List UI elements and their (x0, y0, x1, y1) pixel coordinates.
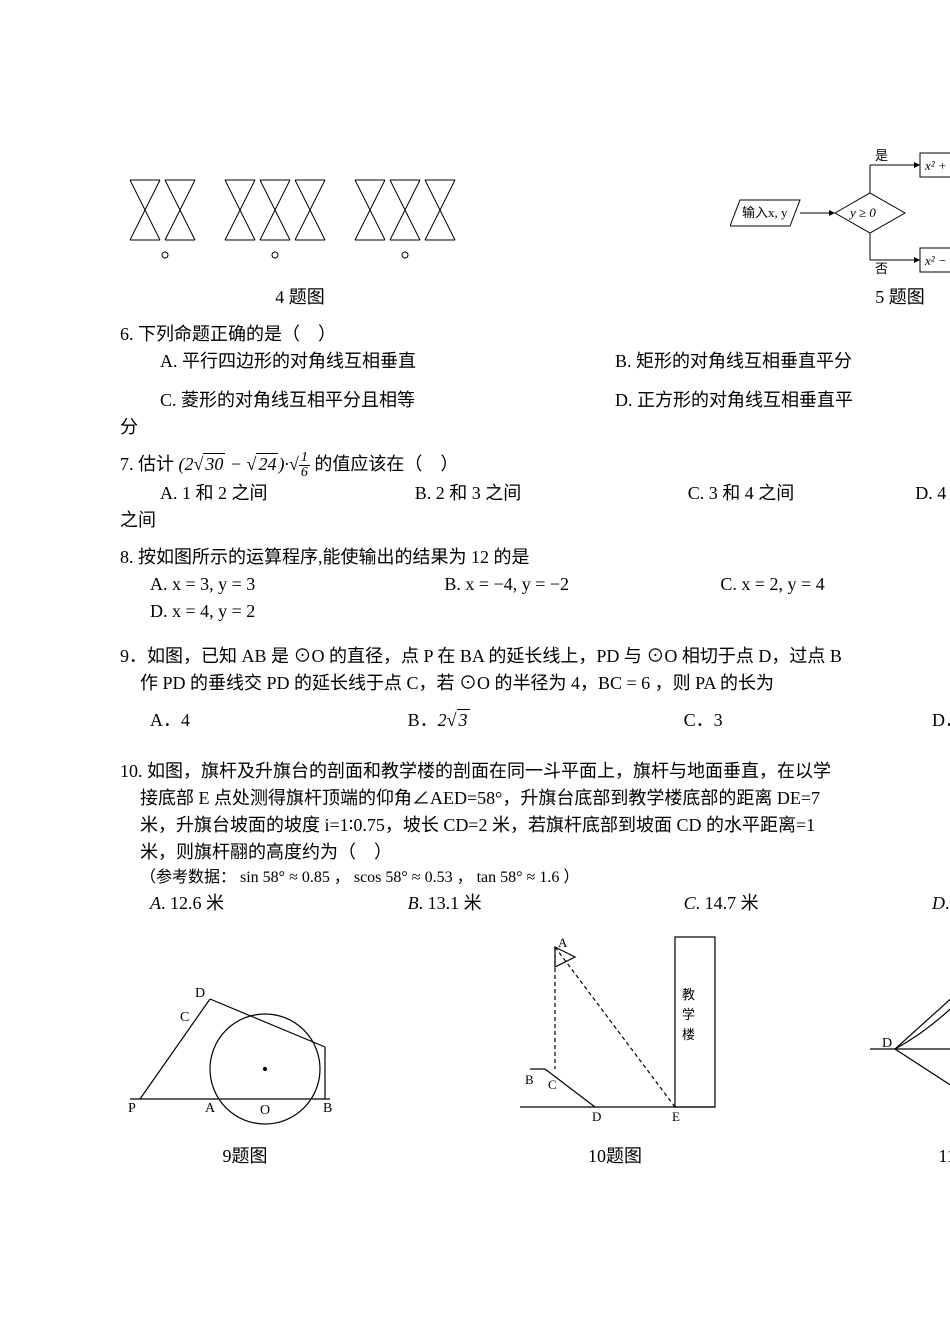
q9-opt-c: C．3 (684, 707, 932, 734)
q7-stem-pre: 7. 估计 (120, 454, 174, 474)
svg-text:E: E (672, 1109, 680, 1124)
figure-9-svg: P A O B D C (120, 949, 370, 1139)
q10-opt-d: . 16.3 米 (945, 893, 950, 913)
svg-text:B: B (323, 1101, 332, 1116)
q10-stem-l2: 接底部 E 点处测得旗杆顶端的仰角∠AED=58°，升旗台底部到教学楼底部的距离… (140, 785, 950, 812)
q7-opt-d-tail: 之间 (120, 507, 950, 534)
q10-stem-l4: 米，则旗杆翮的高度约为（ ） (140, 839, 950, 866)
svg-text:C: C (548, 1077, 557, 1092)
q10-opt-a: . 12.6 米 (161, 893, 224, 913)
figure-4-svg (120, 170, 480, 280)
q7-opt-c: C. 3 和 4 之间 (688, 480, 916, 507)
figure-5-block: 输入x, y y ≥ 0 是 x² + 2y 否 (730, 140, 950, 311)
q8-opt-a: A. x = 3, y = 3 (150, 574, 255, 594)
svg-text:学: 学 (682, 1007, 695, 1022)
q6-opt-d-tail: 分 (120, 414, 950, 441)
svg-text:D: D (882, 1036, 892, 1051)
q6-stem: 6. 下列命题正确的是（ ） (120, 321, 950, 348)
figure-10-caption: 10题图 (588, 1143, 642, 1170)
flow-bot-expr: x² − 2y (924, 253, 950, 268)
q9-opt-d: D．2.5 (932, 707, 950, 734)
figure-9-block: P A O B D C 9题图 (120, 949, 370, 1170)
flow-input-text: 输入x, y (742, 205, 788, 220)
svg-text:楼: 楼 (682, 1027, 695, 1042)
q10-stem-l3: 米，升旗台坡面的坡度 i=1∶0.75，坡长 CD=2 米，若旗杆底部到坡面 C… (140, 812, 950, 839)
svg-text:C: C (180, 1010, 189, 1025)
svg-text:O: O (260, 1103, 270, 1118)
q8-opt-c: C. x = 2, y = 4 (720, 574, 824, 594)
q9-opt-b: B．2√3 (408, 707, 684, 734)
q7-stem-post: 的值应该在（ ） (314, 454, 458, 474)
flow-no-text: 否 (875, 261, 888, 276)
figure-10-block: 教 学 楼 A B C D E 10题图 (500, 929, 730, 1170)
question-6: 6. 下列命题正确的是（ ） A. 平行四边形的对角线互相垂直 B. 矩形的对角… (120, 321, 950, 441)
q9-opt-b-pre: B． (408, 710, 438, 730)
figure-4-caption: 4 题图 (275, 284, 325, 311)
q6-opt-c: C. 菱形的对角线互相平分且相等 (160, 387, 615, 414)
q7-opt-d: D. 4 和 5 (915, 480, 950, 507)
question-8: 8. 按如图所示的运算程序,能使输出的结果为 12 的是 A. x = 3, y… (120, 544, 950, 625)
q6-opt-a: A. 平行四边形的对角线互相垂直 (160, 348, 615, 375)
q9-stem-l1: 9．如图，已知 AB 是 ⊙O 的直径，点 P 在 BA 的延长线上，PD 与 … (120, 643, 950, 670)
q8-stem: 8. 按如图所示的运算程序,能使输出的结果为 12 的是 (120, 544, 950, 571)
svg-text:B: B (525, 1072, 534, 1087)
figure-11-block: x y A B C D O 11题图 (860, 939, 950, 1170)
svg-text:D: D (592, 1109, 601, 1124)
figure-11-svg: x y A B C D O (860, 939, 950, 1139)
svg-text:D: D (195, 986, 205, 1001)
question-10: 10. 如图，旗杆及升旗台的剖面和教学楼的剖面在同一斗平面上，旗杆与地面垂直，在… (120, 758, 950, 917)
q7-stem: 7. 估计 (2√30 − √24)·√16 的值应该在（ ） (120, 451, 950, 480)
q7-opt-b: B. 2 和 3 之间 (415, 480, 688, 507)
q10-opt-b: . 13.1 米 (419, 893, 482, 913)
q8-opt-b: B. x = −4, y = −2 (444, 574, 569, 594)
question-9: 9．如图，已知 AB 是 ⊙O 的直径，点 P 在 BA 的延长线上，PD 与 … (120, 643, 950, 734)
svg-text:A: A (205, 1101, 216, 1116)
question-7: 7. 估计 (2√30 − √24)·√16 的值应该在（ ） A. 1 和 2… (120, 451, 950, 534)
top-figure-row: 4 题图 输入x, y y ≥ 0 是 x² + 2y (120, 140, 950, 311)
figure-10-svg: 教 学 楼 A B C D E (500, 929, 730, 1139)
figure-5-caption: 5 题图 (875, 284, 925, 311)
svg-text:教: 教 (682, 987, 695, 1002)
q8-opt-d: D. x = 4, y = 2 (150, 601, 255, 621)
q7-opt-a: A. 1 和 2 之间 (160, 480, 415, 507)
figure-5-flowchart-svg: 输入x, y y ≥ 0 是 x² + 2y 否 (730, 140, 950, 280)
figure-4-block: 4 题图 (120, 170, 480, 311)
bottom-figure-row: P A O B D C 9题图 教 学 楼 (120, 929, 950, 1170)
q10-ref: （参考数据： sin 58° ≈ 0.85 ， scos 58° ≈ 0.53 … (140, 866, 950, 890)
q6-opt-d: D. 正方形的对角线互相垂直平 (615, 387, 853, 414)
svg-text:A: A (558, 935, 568, 950)
svg-text:P: P (128, 1101, 136, 1116)
q10-opt-c: . 14.7 米 (696, 893, 759, 913)
q7-formula: (2√30 − √24)·√16 (179, 454, 315, 474)
flow-cond-text: y ≥ 0 (848, 205, 876, 220)
q6-opt-b: B. 矩形的对角线互相垂直平分 (615, 348, 852, 375)
q9-opt-a: A．4 (150, 707, 408, 734)
figure-11-caption: 11题图 (938, 1143, 950, 1170)
q10-stem-l1: 10. 如图，旗杆及升旗台的剖面和教学楼的剖面在同一斗平面上，旗杆与地面垂直，在… (120, 758, 950, 785)
q9-stem-l2: 作 PD 的垂线交 PD 的延长线于点 C，若 ⊙O 的半径为 4，BC = 6… (140, 670, 950, 697)
flow-yes-text: 是 (875, 148, 888, 163)
flow-top-expr: x² + 2y (924, 158, 950, 173)
figure-9-caption: 9题图 (223, 1143, 268, 1170)
